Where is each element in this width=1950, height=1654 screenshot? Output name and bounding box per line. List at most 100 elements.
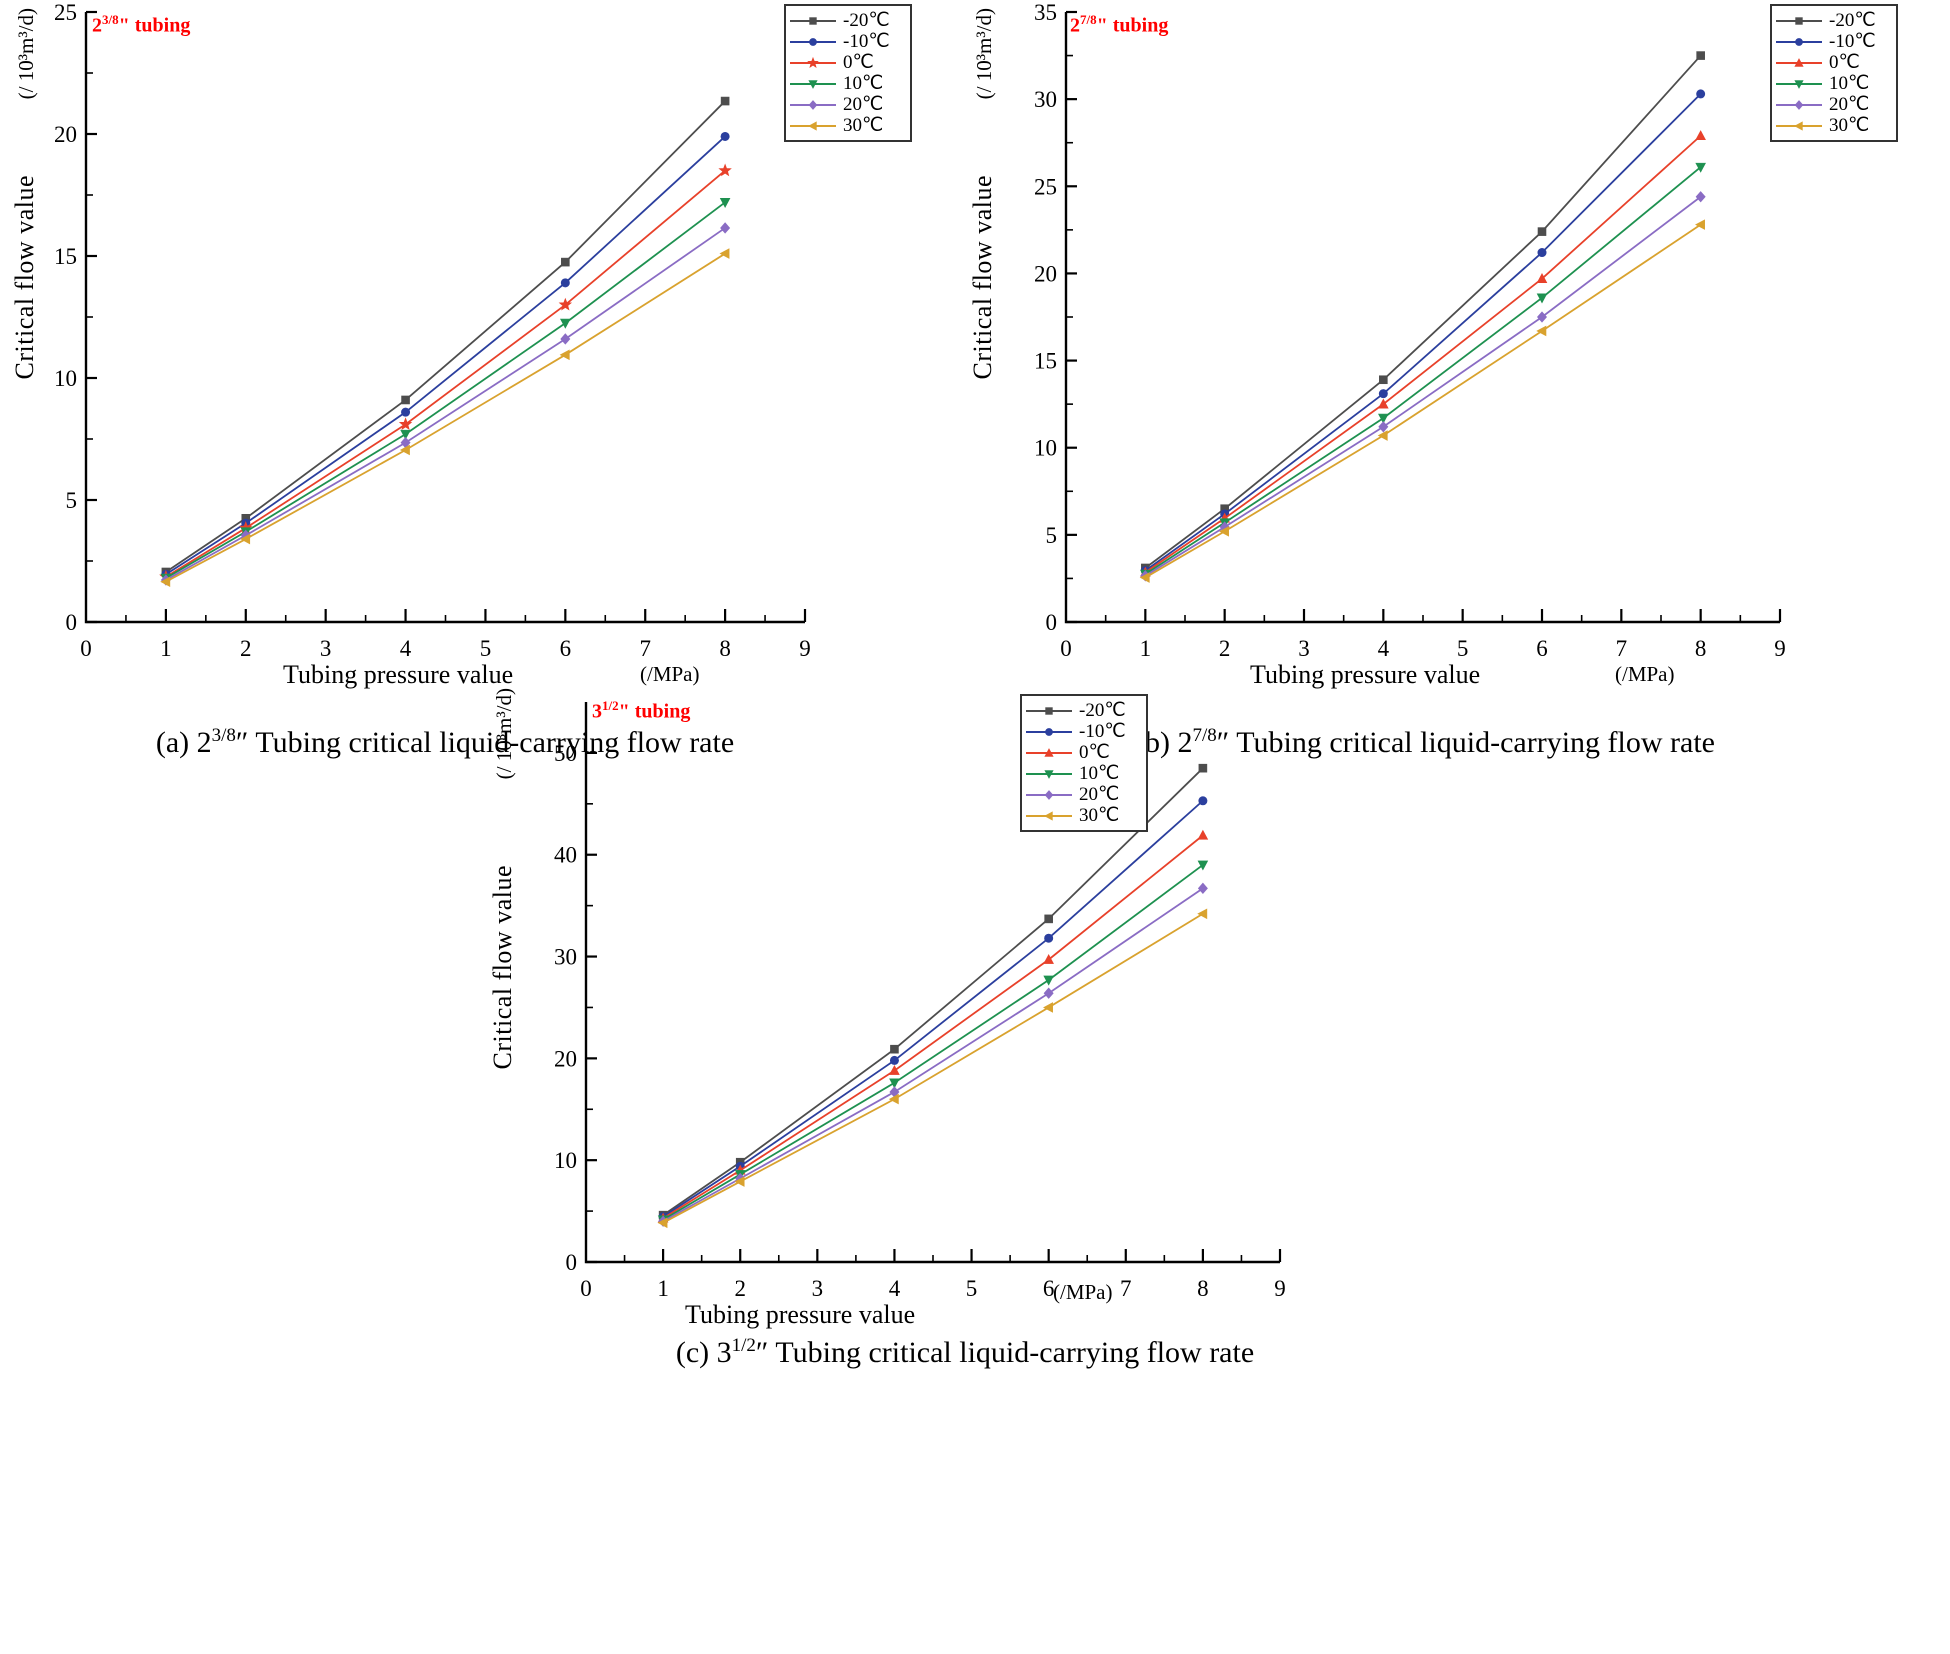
x-tick-label: 1 <box>1140 636 1152 660</box>
legend-item-20[interactable]: 20℃ <box>1026 784 1138 805</box>
data-point-marker <box>1043 953 1054 964</box>
legend-item--10[interactable]: -10℃ <box>1026 721 1138 742</box>
legend-label: 20℃ <box>1829 94 1870 115</box>
x-tick-label: 3 <box>812 1276 824 1300</box>
x-tick-label: 9 <box>1274 1276 1286 1300</box>
legend-swatch-square-icon <box>1776 14 1822 28</box>
data-point-marker <box>719 198 731 208</box>
y-tick-label: 20 <box>54 122 77 147</box>
legend-label: -20℃ <box>1829 10 1876 31</box>
chart-panel-a: (/ 10³m³/d) Critical flow value 23/8" tu… <box>0 0 960 760</box>
data-point-marker <box>1197 829 1209 840</box>
data-point-marker <box>399 444 410 456</box>
legend-a: -20℃ -10℃ 0℃ 10℃ 20℃ 30℃ <box>784 4 912 142</box>
x-tick-label: 2 <box>1219 636 1231 660</box>
x-tick-label: 7 <box>639 636 651 660</box>
legend-item-0[interactable]: 0℃ <box>1776 52 1888 73</box>
legend-item-0[interactable]: 0℃ <box>790 52 902 73</box>
legend-item-30[interactable]: 30℃ <box>1776 115 1888 136</box>
legend-item--20[interactable]: -20℃ <box>790 10 902 31</box>
data-point-marker <box>560 278 570 288</box>
data-point-marker <box>1043 975 1054 986</box>
caption-c-rest: ″ Tubing critical liquid-carrying flow r… <box>755 1336 1255 1369</box>
data-point-marker <box>889 1078 900 1089</box>
x-axis-label-a: Tubing pressure value <box>283 660 514 689</box>
legend-item--10[interactable]: -10℃ <box>790 31 902 52</box>
data-point-marker <box>1536 325 1547 337</box>
data-point-marker <box>1536 273 1548 283</box>
legend-item-20[interactable]: 20℃ <box>790 94 902 115</box>
legend-label: 30℃ <box>843 115 884 136</box>
x-tick-label: 6 <box>560 636 572 660</box>
x-tick-label: 7 <box>1616 636 1628 660</box>
x-axis-unit-a: (/MPa) <box>640 662 700 686</box>
tubing-tag-b-base: 2 <box>1070 14 1080 37</box>
legend-item-10[interactable]: 10℃ <box>790 73 902 94</box>
y-tick-label: 0 <box>1046 610 1058 635</box>
x-tick-label: 7 <box>1120 1276 1132 1300</box>
data-point-marker <box>1536 311 1548 323</box>
chart-panel-b: (/ 10³m³/d) Critical flow value 27/8" tu… <box>960 0 1950 760</box>
data-point-marker <box>1695 162 1706 173</box>
tubing-tag-b-rest: " tubing <box>1096 14 1169 37</box>
y-tick-label: 15 <box>1034 349 1057 374</box>
plot-svg-c: 0 10 20 30 40 50 0 1 2 3 4 5 6 7 8 9 <box>554 702 1286 1300</box>
x-axis-label-b: Tubing pressure value <box>1250 660 1481 689</box>
x-tick-label: 3 <box>320 636 332 660</box>
data-point-marker <box>1044 914 1053 924</box>
data-point-marker <box>559 349 570 361</box>
data-point-marker <box>718 163 732 177</box>
data-point-marker <box>1379 375 1388 385</box>
legend-item--10[interactable]: -10℃ <box>1776 31 1888 52</box>
legend-item-10[interactable]: 10℃ <box>1026 763 1138 784</box>
legend-swatch-circle-icon <box>1776 35 1822 49</box>
x-tick-label: 5 <box>966 1276 978 1300</box>
data-point-marker <box>1198 796 1208 806</box>
y-tick-label: 35 <box>1034 0 1057 25</box>
legend-item--20[interactable]: -20℃ <box>1026 700 1138 721</box>
data-point-marker <box>400 429 411 440</box>
tubing-tag-a-base: 2 <box>92 14 102 37</box>
data-point-marker <box>1378 413 1389 424</box>
legend-item-30[interactable]: 30℃ <box>790 115 902 136</box>
data-point-marker <box>401 407 411 417</box>
legend-item-10[interactable]: 10℃ <box>1776 73 1888 94</box>
tubing-tag-a-rest: " tubing <box>118 14 191 37</box>
data-point-marker <box>1197 908 1208 920</box>
x-tick-label: 4 <box>889 1276 901 1300</box>
legend-item-0[interactable]: 0℃ <box>1026 742 1138 763</box>
x-tick-label: 1 <box>160 636 172 660</box>
legend-label: 10℃ <box>1079 763 1120 784</box>
series-line--10 <box>662 800 1204 1218</box>
legend-swatch-triangle-down-icon <box>1776 77 1822 91</box>
data-point-marker <box>561 257 570 267</box>
legend-swatch-circle-icon <box>790 35 836 49</box>
legend-label: 30℃ <box>1829 115 1870 136</box>
chart-panel-c: (/ 10³m³/d) Critical flow value 31/2" tu… <box>480 680 1470 1380</box>
legend-swatch-diamond-icon <box>1026 788 1072 802</box>
legend-label: -20℃ <box>843 10 890 31</box>
x-tick-label: 0 <box>580 1276 592 1300</box>
legend-item-20[interactable]: 20℃ <box>1776 94 1888 115</box>
data-point-marker <box>1536 293 1548 304</box>
legend-swatch-triangle-down-icon <box>1026 767 1072 781</box>
data-point-marker <box>560 318 571 329</box>
tubing-tag-a: 23/8" tubing <box>92 12 190 38</box>
y-tick-label: 15 <box>54 244 77 269</box>
data-point-marker <box>1695 130 1706 141</box>
legend-item-30[interactable]: 30℃ <box>1026 805 1138 826</box>
data-point-marker <box>1378 421 1389 433</box>
tubing-tag-c-sup: 1/2 <box>602 698 619 713</box>
legend-label: -10℃ <box>1079 721 1126 742</box>
data-point-marker <box>890 1044 899 1054</box>
data-point-marker <box>1378 398 1389 409</box>
tubing-tag-c-rest: " tubing <box>618 700 691 723</box>
data-point-marker <box>240 533 251 545</box>
data-point-marker <box>1043 1002 1053 1013</box>
series-line--20 <box>662 767 1204 1216</box>
caption-b-rest: ″ Tubing critical liquid-carrying flow r… <box>1216 726 1715 759</box>
legend-label: 0℃ <box>1079 742 1110 763</box>
legend-item--20[interactable]: -20℃ <box>1776 10 1888 31</box>
data-point-marker <box>401 395 410 405</box>
legend-label: 0℃ <box>843 52 874 73</box>
